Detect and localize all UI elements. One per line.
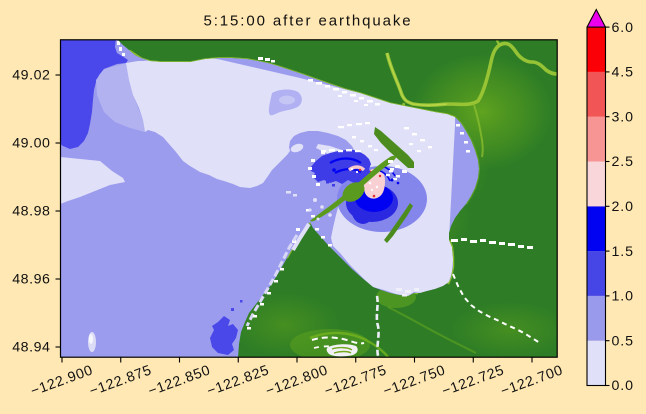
svg-text:49.02: 49.02 [12, 68, 50, 84]
svg-text:48.98: 48.98 [12, 204, 50, 220]
svg-text:1.0: 1.0 [612, 289, 634, 305]
svg-text:2.5: 2.5 [612, 154, 634, 170]
svg-text:1.5: 1.5 [612, 244, 634, 260]
svg-text:3.0: 3.0 [612, 109, 634, 125]
svg-text:6.0: 6.0 [612, 20, 634, 36]
svg-text:48.96: 48.96 [12, 272, 50, 288]
svg-text:2.0: 2.0 [612, 199, 634, 215]
svg-text:0.5: 0.5 [612, 333, 634, 349]
svg-text:5:15:00 after earthquake: 5:15:00 after earthquake [203, 13, 412, 30]
svg-text:0.0: 0.0 [612, 378, 634, 394]
svg-text:49.00: 49.00 [12, 136, 50, 152]
svg-text:48.94: 48.94 [12, 340, 50, 356]
svg-text:4.5: 4.5 [612, 65, 634, 81]
